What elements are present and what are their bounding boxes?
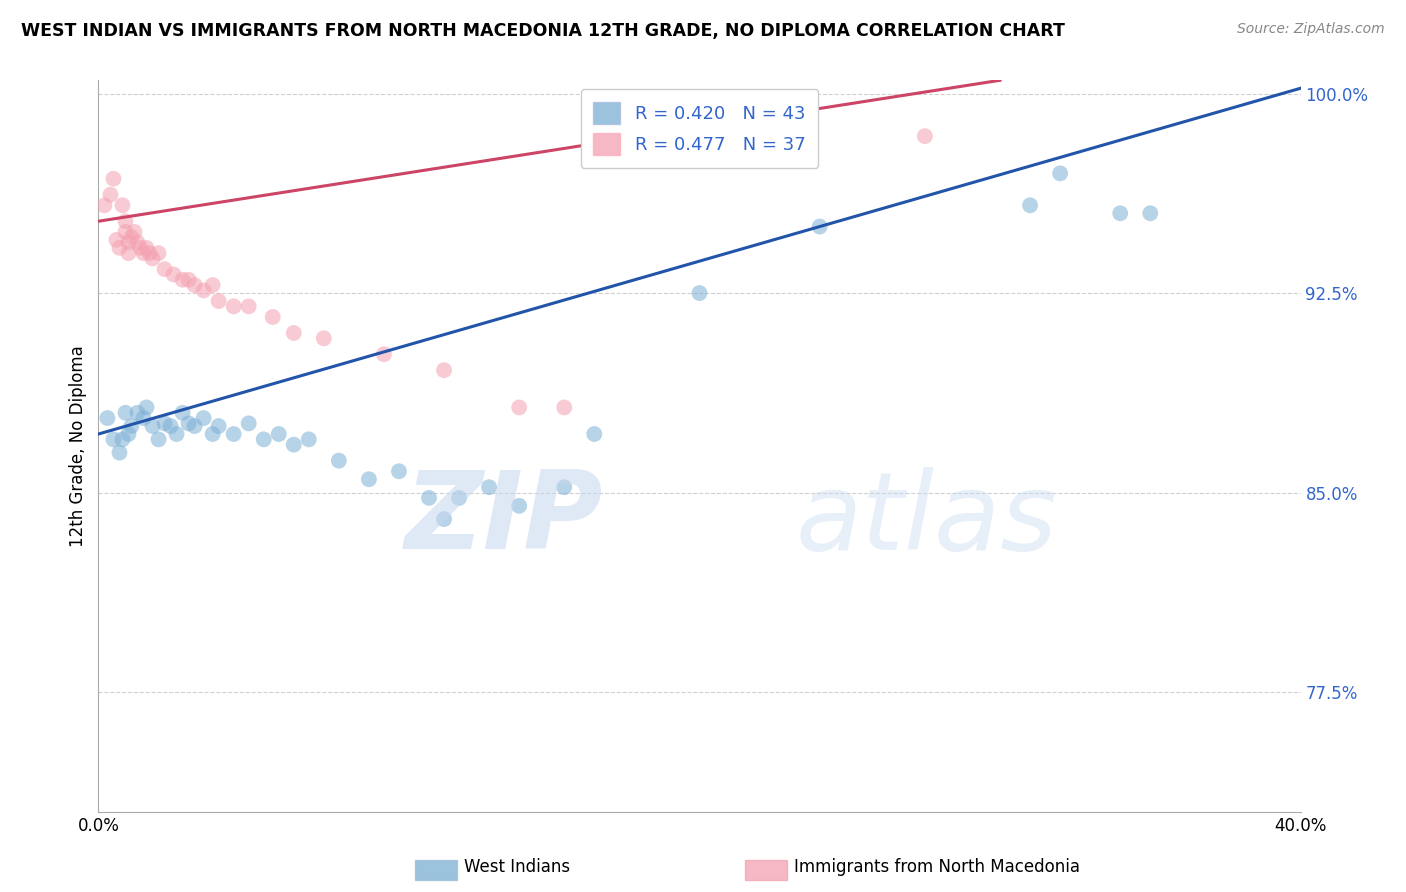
Point bbox=[108, 445, 131, 459]
Point bbox=[127, 406, 149, 420]
Point bbox=[193, 284, 215, 298]
Point bbox=[96, 411, 118, 425]
Point bbox=[114, 214, 136, 228]
Point bbox=[129, 241, 152, 255]
Point bbox=[688, 286, 710, 301]
Point bbox=[914, 129, 936, 144]
Point bbox=[312, 331, 335, 345]
Point bbox=[553, 480, 575, 494]
Point bbox=[177, 417, 200, 431]
Point bbox=[208, 419, 231, 434]
Point bbox=[183, 419, 205, 434]
Point bbox=[283, 438, 305, 452]
Point bbox=[153, 262, 176, 277]
Point bbox=[172, 406, 194, 420]
Point bbox=[447, 491, 470, 505]
Point bbox=[553, 401, 575, 415]
Text: Immigrants from North Macedonia: Immigrants from North Macedonia bbox=[794, 858, 1080, 876]
Point bbox=[262, 310, 284, 324]
Legend: R = 0.420   N = 43, R = 0.477   N = 37: R = 0.420 N = 43, R = 0.477 N = 37 bbox=[581, 89, 818, 168]
Point bbox=[103, 171, 125, 186]
Point bbox=[253, 433, 276, 447]
Point bbox=[153, 417, 176, 431]
Point bbox=[373, 347, 395, 361]
Point bbox=[111, 433, 134, 447]
Point bbox=[583, 427, 606, 442]
Point bbox=[117, 427, 139, 442]
Point bbox=[111, 198, 134, 212]
Point bbox=[222, 299, 245, 313]
Point bbox=[141, 419, 163, 434]
Point bbox=[388, 464, 411, 478]
Point bbox=[132, 246, 155, 260]
Point bbox=[121, 230, 143, 244]
Point bbox=[141, 252, 163, 266]
Point bbox=[201, 278, 224, 293]
Point bbox=[177, 273, 200, 287]
Point bbox=[478, 480, 501, 494]
Point bbox=[357, 472, 380, 486]
Point bbox=[267, 427, 290, 442]
Point bbox=[127, 235, 149, 250]
Point bbox=[132, 411, 155, 425]
Point bbox=[124, 225, 146, 239]
Point bbox=[114, 225, 136, 239]
Point bbox=[193, 411, 215, 425]
Point bbox=[159, 419, 181, 434]
Point bbox=[222, 427, 245, 442]
Point bbox=[183, 278, 205, 293]
Text: WEST INDIAN VS IMMIGRANTS FROM NORTH MACEDONIA 12TH GRADE, NO DIPLOMA CORRELATIO: WEST INDIAN VS IMMIGRANTS FROM NORTH MAC… bbox=[21, 22, 1064, 40]
Point bbox=[121, 419, 143, 434]
Point bbox=[433, 512, 456, 526]
Point bbox=[328, 453, 350, 467]
Point bbox=[105, 233, 128, 247]
Point bbox=[508, 499, 530, 513]
Point bbox=[238, 417, 260, 431]
Point bbox=[166, 427, 188, 442]
Point bbox=[433, 363, 456, 377]
Text: ZIP: ZIP bbox=[405, 467, 603, 572]
Point bbox=[138, 246, 160, 260]
Point bbox=[1139, 206, 1161, 220]
Point bbox=[238, 299, 260, 313]
Y-axis label: 12th Grade, No Diploma: 12th Grade, No Diploma bbox=[69, 345, 87, 547]
Point bbox=[1019, 198, 1042, 212]
Point bbox=[117, 246, 139, 260]
Point bbox=[208, 293, 231, 308]
Point bbox=[114, 406, 136, 420]
Text: Source: ZipAtlas.com: Source: ZipAtlas.com bbox=[1237, 22, 1385, 37]
Point bbox=[418, 491, 440, 505]
Point bbox=[172, 273, 194, 287]
Point bbox=[93, 198, 115, 212]
Point bbox=[100, 187, 122, 202]
Point bbox=[135, 401, 157, 415]
Point bbox=[148, 246, 170, 260]
Point bbox=[108, 241, 131, 255]
Point bbox=[201, 427, 224, 442]
Point bbox=[508, 401, 530, 415]
Point bbox=[808, 219, 831, 234]
Point bbox=[148, 433, 170, 447]
Point bbox=[283, 326, 305, 340]
Point bbox=[1049, 166, 1071, 180]
Point bbox=[298, 433, 321, 447]
Point bbox=[162, 268, 184, 282]
Point bbox=[117, 235, 139, 250]
Text: West Indians: West Indians bbox=[464, 858, 569, 876]
Text: atlas: atlas bbox=[796, 467, 1057, 572]
Point bbox=[1109, 206, 1132, 220]
Point bbox=[103, 433, 125, 447]
Point bbox=[135, 241, 157, 255]
